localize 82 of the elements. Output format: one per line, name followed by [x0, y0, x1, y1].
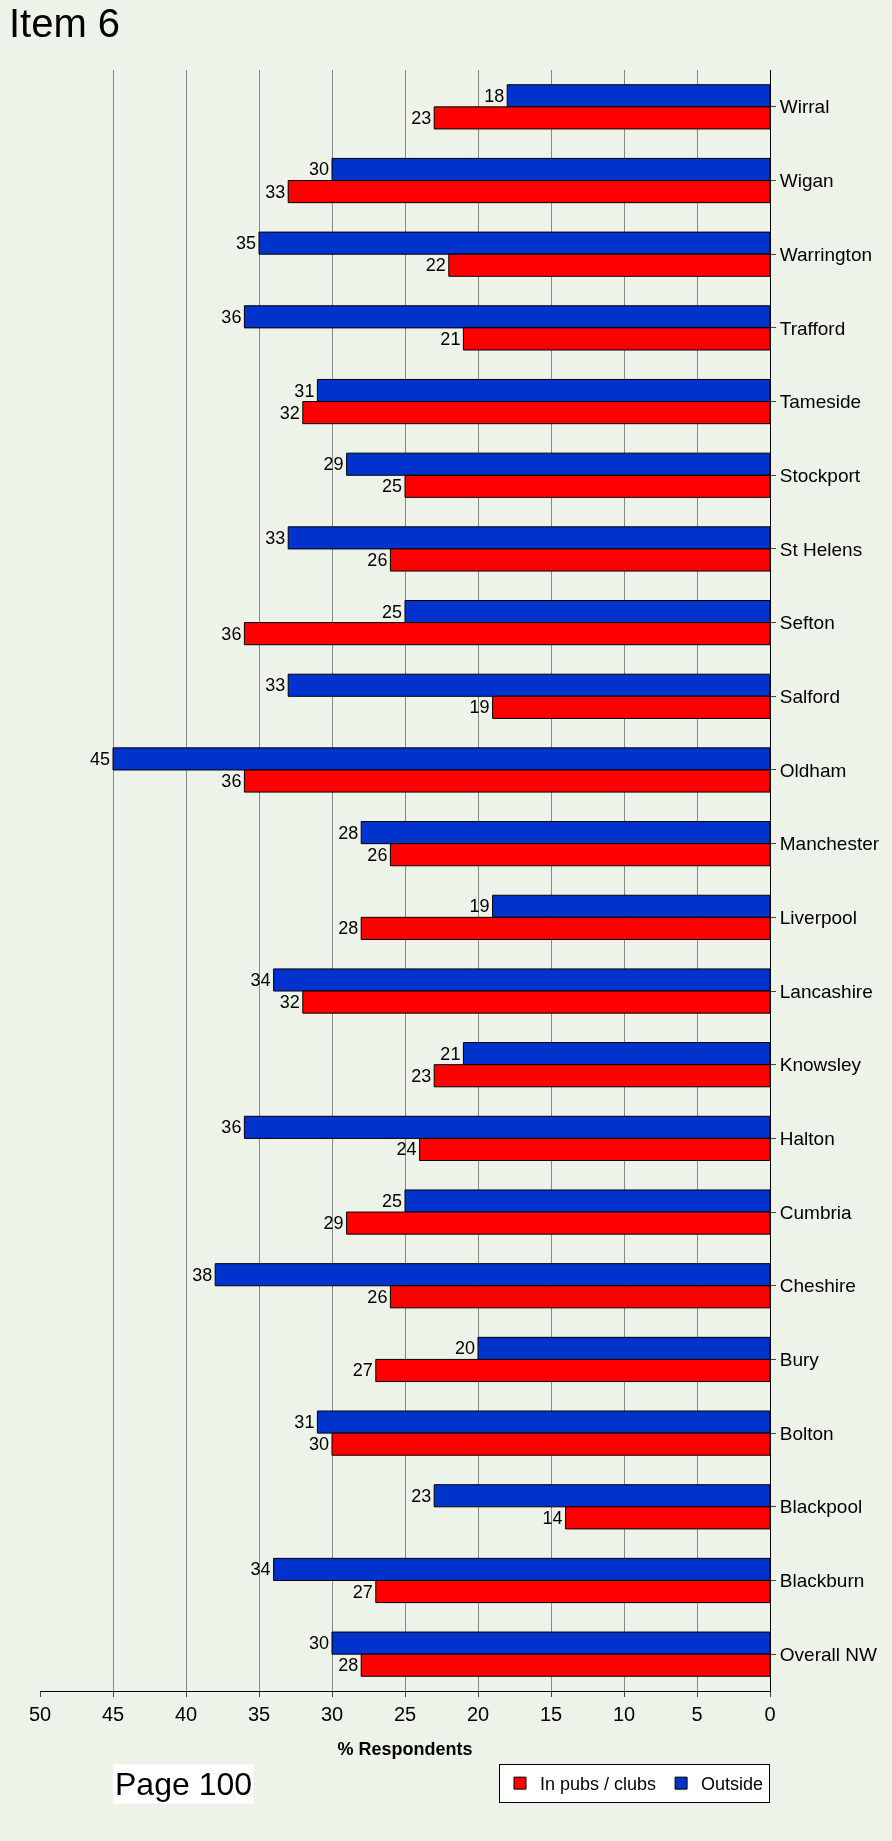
- data-label: 31: [294, 380, 315, 401]
- data-label: 19: [469, 896, 490, 917]
- y-tick-label: Manchester: [779, 833, 880, 855]
- x-tick-label: 40: [174, 1703, 198, 1725]
- y-tick-label: Oldham: [779, 759, 847, 781]
- data-label: 29: [323, 1213, 344, 1234]
- x-tick-label: 15: [539, 1703, 563, 1725]
- data-label: 26: [367, 844, 388, 865]
- data-label: 36: [221, 306, 242, 327]
- data-label: 33: [265, 527, 286, 548]
- y-tick-label: Tameside: [779, 391, 862, 413]
- data-label: 30: [308, 1434, 329, 1455]
- data-label: 32: [279, 992, 300, 1013]
- data-label: 23: [411, 107, 432, 128]
- data-label: 38: [192, 1264, 213, 1285]
- y-tick-label: Blackpool: [779, 1496, 863, 1518]
- data-label: 25: [381, 601, 402, 622]
- data-label: 14: [542, 1507, 563, 1528]
- y-tick-label: Knowsley: [779, 1054, 862, 1076]
- y-tick-label: Sefton: [779, 612, 835, 634]
- x-axis-title: % Respondents: [337, 1739, 473, 1759]
- data-label: 33: [265, 181, 286, 202]
- x-tick-label: 5: [691, 1703, 703, 1725]
- data-label: 21: [440, 328, 461, 349]
- y-tick-label: Cheshire: [779, 1275, 856, 1297]
- data-label: 26: [367, 549, 388, 570]
- y-tick-label: St Helens: [779, 538, 863, 560]
- data-label: 29: [323, 454, 344, 475]
- text: Page 100: [115, 1766, 253, 1802]
- data-label: 23: [411, 1485, 432, 1506]
- legend-label: Outside: [701, 1774, 764, 1795]
- data-label: 45: [89, 748, 110, 769]
- y-tick-label: Lancashire: [779, 980, 873, 1002]
- y-tick-label: Trafford: [779, 317, 846, 339]
- x-tick-label: 25: [393, 1703, 417, 1725]
- data-label: 21: [440, 1043, 461, 1064]
- data-label: 20: [454, 1338, 475, 1359]
- data-label: 28: [338, 1655, 359, 1676]
- data-label: 34: [250, 969, 271, 990]
- x-tick-label: 10: [612, 1703, 636, 1725]
- data-label: 36: [221, 623, 242, 644]
- data-label: 33: [265, 675, 286, 696]
- data-label: 28: [338, 822, 359, 843]
- data-label: 36: [221, 1117, 242, 1138]
- data-label: 18: [484, 85, 505, 106]
- x-tick-label: 0: [764, 1703, 776, 1725]
- data-label: 30: [308, 159, 329, 180]
- x-tick-label: 30: [320, 1703, 344, 1725]
- data-label: 23: [411, 1065, 432, 1086]
- x-tick-label: 35: [247, 1703, 271, 1725]
- data-label: 25: [381, 1191, 402, 1212]
- y-tick-label: Salford: [779, 685, 840, 707]
- data-label: 35: [235, 233, 256, 254]
- y-tick-label: Blackburn: [779, 1570, 865, 1592]
- y-tick-label: Overall NW: [779, 1643, 877, 1665]
- data-label: 28: [338, 918, 359, 939]
- data-label: 19: [469, 697, 490, 718]
- y-tick-label: Liverpool: [779, 906, 857, 928]
- y-tick-label: Stockport: [779, 464, 861, 486]
- data-label: 26: [367, 1286, 388, 1307]
- y-tick-label: Halton: [779, 1128, 835, 1150]
- y-tick-label: Warrington: [779, 243, 873, 265]
- chart-title: Item 6: [8, 1, 121, 46]
- y-tick-label: Bolton: [779, 1422, 834, 1444]
- y-tick-label: Wigan: [779, 170, 834, 192]
- x-tick-label: 50: [28, 1703, 52, 1725]
- data-label: 25: [381, 476, 402, 497]
- y-tick-label: Bury: [779, 1349, 820, 1371]
- data-label: 24: [396, 1139, 417, 1160]
- data-label: 36: [221, 771, 242, 792]
- y-tick-label: Wirral: [779, 96, 830, 118]
- data-label: 30: [308, 1633, 329, 1654]
- data-label: 27: [352, 1360, 373, 1381]
- data-label: 22: [425, 255, 446, 276]
- legend-label: In pubs / clubs: [540, 1774, 657, 1795]
- data-label: 32: [279, 402, 300, 423]
- data-label: 27: [352, 1581, 373, 1602]
- data-label: 31: [294, 1412, 315, 1433]
- x-tick-label: 45: [101, 1703, 125, 1725]
- x-tick-label: 20: [466, 1703, 490, 1725]
- y-tick-label: Cumbria: [779, 1201, 853, 1223]
- data-label: 34: [250, 1559, 271, 1580]
